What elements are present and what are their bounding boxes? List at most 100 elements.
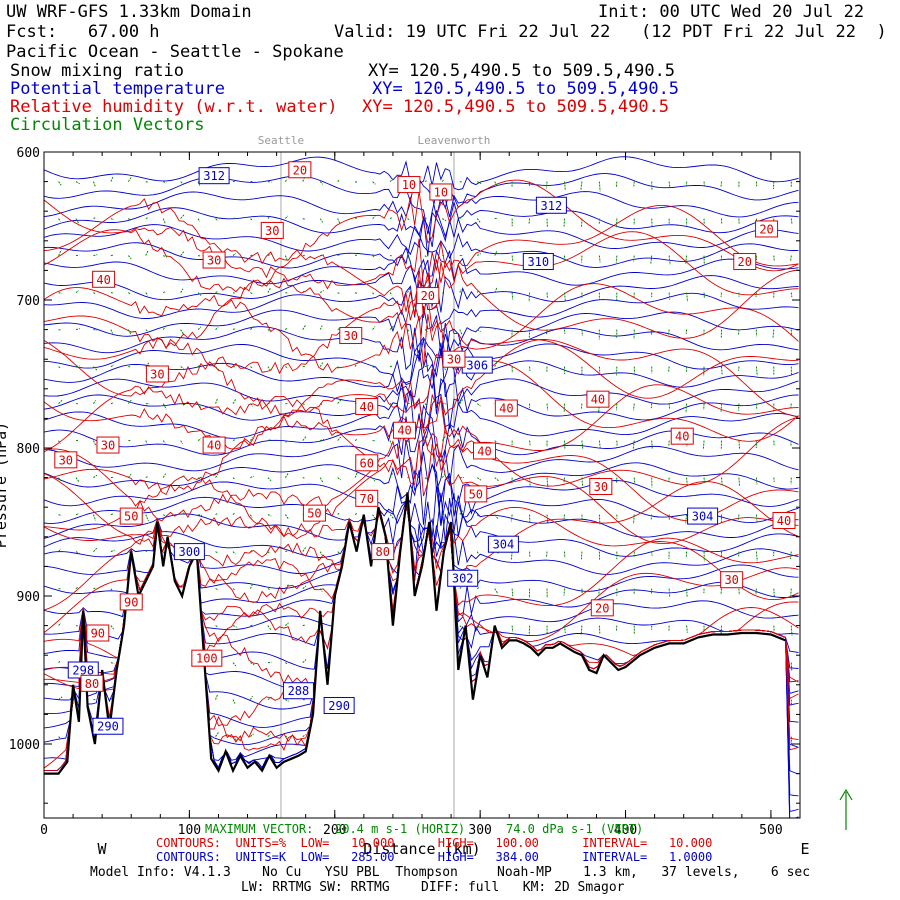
circulation-vector xyxy=(92,181,96,187)
svg-text:10: 10 xyxy=(402,178,416,192)
west-label: W xyxy=(97,840,107,858)
svg-text:288: 288 xyxy=(288,684,310,698)
rh-contour-label: 30 xyxy=(442,350,466,368)
circulation-vector xyxy=(128,551,131,554)
rh-contour-label: 20 xyxy=(288,161,312,179)
circulation-vector xyxy=(720,477,723,486)
field-theta-name: Potential temperature xyxy=(10,79,225,99)
location-label-leavenworth: Leavenworth xyxy=(418,134,491,147)
circulation-vector xyxy=(302,324,307,330)
circulation-vector xyxy=(267,734,271,737)
rh-contour-line xyxy=(44,179,799,279)
circulation-vector xyxy=(790,255,792,261)
circulation-vector xyxy=(494,360,498,367)
circulation-vector xyxy=(197,364,201,367)
circulation-vector xyxy=(389,365,393,368)
svg-text:300: 300 xyxy=(179,545,201,559)
rh-contour-line xyxy=(44,353,799,450)
theta-contour-line xyxy=(44,501,791,818)
svg-text:40: 40 xyxy=(477,444,491,458)
circulation-vector xyxy=(58,696,63,700)
circulation-vector xyxy=(354,362,358,367)
init-time: Init: 00 UTC Wed 20 Jul 22 xyxy=(598,2,865,22)
circulation-vector xyxy=(476,403,481,407)
circulation-vector xyxy=(232,398,237,404)
circulation-vector xyxy=(267,253,272,257)
y-tick-label: 800 xyxy=(17,442,40,457)
circulation-vector xyxy=(284,327,288,330)
circulation-vector xyxy=(494,181,499,187)
rh-contour-label: 80 xyxy=(80,674,104,692)
circulation-vector xyxy=(250,695,253,700)
circulation-vector xyxy=(459,181,463,183)
rh-contour-label: 30 xyxy=(96,436,120,454)
circulation-vector xyxy=(284,472,289,478)
circulation-vector xyxy=(372,514,377,520)
circulation-vector xyxy=(442,292,445,295)
svg-text:30: 30 xyxy=(207,254,221,268)
rh-contour-label: 40 xyxy=(92,270,116,288)
circulation-vector xyxy=(110,588,113,591)
circulation-vector xyxy=(581,440,584,450)
theta-contour-line xyxy=(44,389,799,447)
circulation-vector xyxy=(424,180,428,183)
circulation-vector xyxy=(197,438,202,442)
circulation-vector xyxy=(563,292,566,301)
field-vectors-name: Circulation Vectors xyxy=(10,115,205,135)
circulation-vector xyxy=(145,514,149,522)
circulation-vector xyxy=(267,588,271,591)
svg-text:30: 30 xyxy=(265,224,279,238)
max-vector-horiz: 20.4 m s-1 (HORIZ) xyxy=(335,822,466,836)
circulation-vector xyxy=(720,366,723,375)
rh-contour-line xyxy=(44,475,799,581)
rh-contour-line xyxy=(44,292,799,399)
svg-text:90: 90 xyxy=(91,627,105,641)
circulation-vector xyxy=(215,551,219,554)
circulation-vector xyxy=(197,181,201,186)
circulation-vector xyxy=(790,625,793,636)
circulation-vector xyxy=(93,217,96,220)
circulation-vector xyxy=(511,255,514,262)
rh-contour-label: 20 xyxy=(755,220,779,238)
circulation-vector xyxy=(389,514,394,519)
circulation-vector xyxy=(145,250,149,256)
theta-contour-line xyxy=(44,463,799,526)
rh-contour-label: 30 xyxy=(202,251,226,269)
svg-text:302: 302 xyxy=(452,572,474,586)
circulation-vector xyxy=(285,550,289,553)
circulation-vector xyxy=(180,181,185,185)
field-theta-xy: XY= 120.5,490.5 to 509.5,490.5 xyxy=(372,79,680,99)
circulation-vector xyxy=(302,436,307,441)
circulation-vector xyxy=(58,181,62,186)
circulation-vector xyxy=(337,551,341,555)
theta-contour-label: 302 xyxy=(447,569,479,587)
circulation-vector xyxy=(424,217,427,220)
circulation-vector xyxy=(510,551,513,561)
circulation-vector xyxy=(477,625,480,627)
circulation-vector xyxy=(319,551,323,556)
circulation-vector xyxy=(162,325,167,330)
circulation-vector xyxy=(232,438,236,442)
circulation-vector xyxy=(162,551,166,555)
terrain-line xyxy=(44,492,786,775)
circulation-vector xyxy=(476,440,480,443)
rh-contour-label: 40 xyxy=(586,390,610,408)
circulation-vector xyxy=(93,292,97,295)
theta-contour-line xyxy=(44,486,799,550)
circulation-vector xyxy=(337,218,341,224)
svg-text:30: 30 xyxy=(724,573,738,587)
theta-contour-label: 310 xyxy=(522,253,554,271)
circulation-vector xyxy=(110,364,115,368)
circulation-vector xyxy=(180,366,184,369)
rh-contour-label: 40 xyxy=(355,398,379,416)
circulation-vector xyxy=(494,286,498,293)
circulation-vector xyxy=(232,217,236,220)
x-axis-label: Distance (km) xyxy=(363,840,480,858)
svg-text:20: 20 xyxy=(421,289,435,303)
circulation-vector xyxy=(686,292,689,302)
circulation-vector xyxy=(110,218,115,221)
circulation-vector xyxy=(337,399,342,404)
circulation-vector xyxy=(459,550,463,553)
circulation-vector xyxy=(284,215,289,219)
circulation-vector xyxy=(250,549,254,553)
